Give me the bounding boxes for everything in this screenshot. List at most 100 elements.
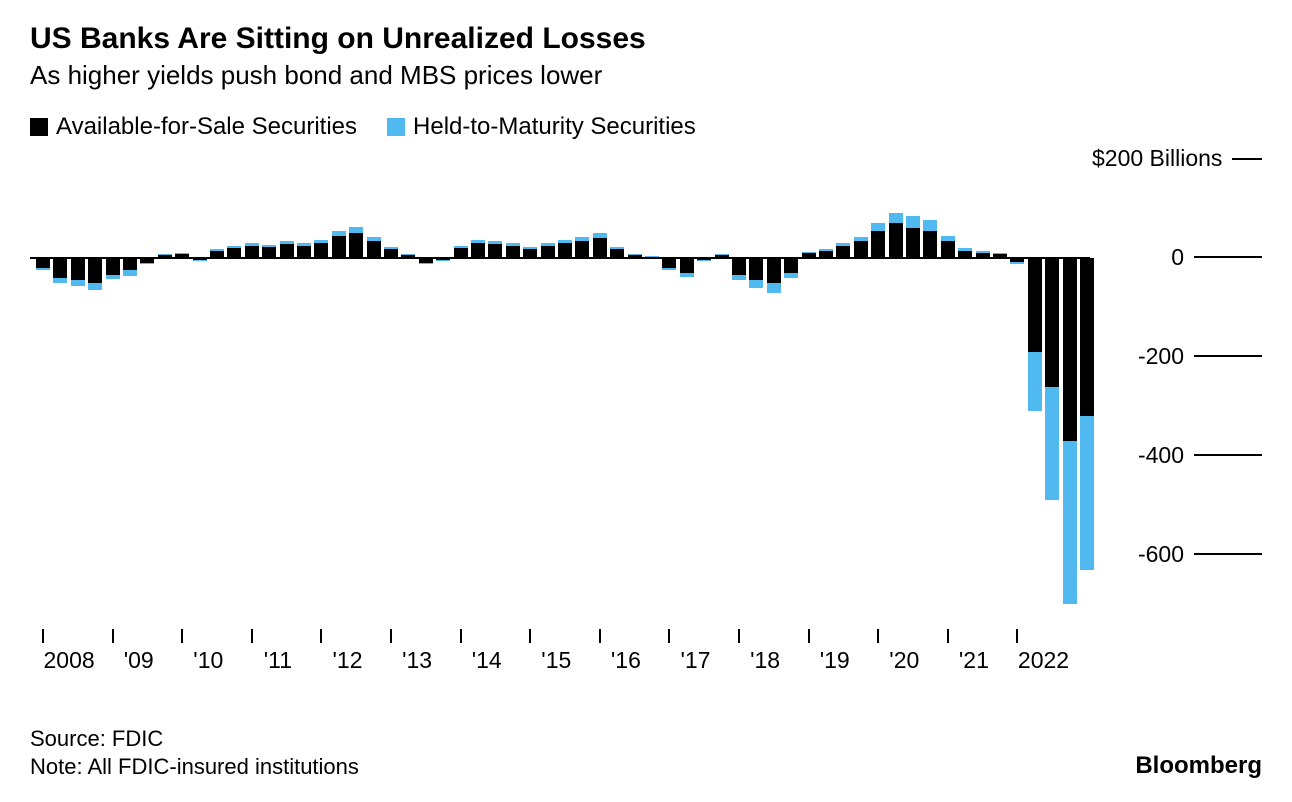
chart-subtitle: As higher yields push bond and MBS price… [30, 60, 1262, 91]
bar-segment-afs [523, 249, 537, 258]
bar-segment-htm [680, 273, 694, 277]
bar-segment-htm [697, 260, 711, 261]
bar-segment-afs [784, 258, 798, 273]
bar-segment-htm [53, 278, 67, 283]
bar-segment-afs [541, 246, 555, 258]
bar-segment-afs [401, 255, 415, 257]
bar [88, 159, 102, 629]
bar-segment-htm [523, 247, 537, 249]
x-axis-label: '10 [193, 647, 223, 674]
bar-segment-afs [227, 248, 241, 258]
y-tick-line [1232, 158, 1262, 160]
bar [280, 159, 294, 629]
bar-segment-htm [941, 236, 955, 241]
bar [941, 159, 955, 629]
bar-segment-htm [314, 240, 328, 243]
bar-segment-afs [715, 255, 729, 257]
bar [210, 159, 224, 629]
bar [193, 159, 207, 629]
legend: Available-for-Sale Securities Held-to-Ma… [30, 113, 1262, 141]
bar [140, 159, 154, 629]
note-text: Note: All FDIC-insured institutions [30, 753, 359, 782]
bar-segment-afs [53, 258, 67, 278]
bar-segment-htm [332, 231, 346, 236]
x-axis-label: 2022 [1018, 647, 1069, 674]
bar-segment-htm [662, 268, 676, 270]
y-tick-label: $200 Billions [1092, 145, 1222, 172]
x-tick-mark [529, 629, 531, 643]
chart-footer: Source: FDIC Note: All FDIC-insured inst… [30, 725, 359, 782]
bar [767, 159, 781, 629]
chart-area: $200 Billions0-200-400-600 2008'09'10'11… [30, 159, 1262, 679]
bar-segment-afs [1045, 258, 1059, 387]
y-tick-label: -400 [1138, 442, 1184, 469]
bar-segment-htm [784, 273, 798, 278]
x-axis-label: '13 [402, 647, 432, 674]
bar-segment-afs [210, 251, 224, 258]
bar-segment-afs [993, 254, 1007, 258]
bar-segment-afs [106, 258, 120, 275]
source-text: Source: FDIC [30, 725, 359, 754]
bar [106, 159, 120, 629]
bar-segment-afs [71, 258, 85, 280]
bar-segment-afs [575, 241, 589, 258]
bar [836, 159, 850, 629]
bar-segment-afs [332, 236, 346, 258]
x-tick-mark [599, 629, 601, 643]
bar [436, 159, 450, 629]
bar [262, 159, 276, 629]
x-axis-label: '14 [472, 647, 502, 674]
bar [575, 159, 589, 629]
bar-segment-htm [71, 280, 85, 286]
legend-label-afs: Available-for-Sale Securities [56, 113, 357, 141]
bar-segment-htm [245, 243, 259, 246]
bar-segment-afs [454, 248, 468, 258]
bar-segment-htm [158, 254, 172, 255]
bar [53, 159, 67, 629]
bar [227, 159, 241, 629]
bar [732, 159, 746, 629]
bar [1045, 159, 1059, 629]
bar [854, 159, 868, 629]
bar-segment-htm [471, 240, 485, 243]
bar-segment-afs [88, 258, 102, 283]
legend-label-htm: Held-to-Maturity Securities [413, 113, 696, 141]
bar-segment-afs [680, 258, 694, 273]
bar [401, 159, 415, 629]
bar-segment-htm [993, 253, 1007, 254]
bar-segment-htm [419, 263, 433, 264]
bar [523, 159, 537, 629]
bar-segment-htm [819, 249, 833, 251]
bar-segment-htm [749, 280, 763, 287]
bar-segment-htm [715, 254, 729, 255]
bar-segment-afs [645, 256, 659, 257]
x-axis-label: '20 [889, 647, 919, 674]
x-tick-mark [877, 629, 879, 643]
bar-segment-htm [401, 254, 415, 255]
bar-segment-htm [889, 213, 903, 223]
bar-segment-afs [488, 244, 502, 258]
x-tick-mark [808, 629, 810, 643]
x-axis-label: '09 [124, 647, 154, 674]
bar [871, 159, 885, 629]
bar-segment-afs [662, 258, 676, 268]
x-tick-mark [112, 629, 114, 643]
bar-segment-afs [593, 238, 607, 258]
x-tick-mark [390, 629, 392, 643]
y-tick-line [1194, 454, 1262, 456]
bar-segment-afs [123, 258, 137, 270]
x-axis: 2008'09'10'11'12'13'14'15'16'17'18'19'20… [30, 629, 1090, 679]
bar-segment-htm [802, 252, 816, 253]
x-axis-label: '15 [541, 647, 571, 674]
bar [906, 159, 920, 629]
x-axis-label: '11 [264, 647, 292, 674]
bar-segment-afs [245, 246, 259, 258]
bar [976, 159, 990, 629]
y-tick: -400 [1092, 442, 1262, 469]
y-tick-label: 0 [1171, 244, 1184, 271]
bar-segment-afs [175, 254, 189, 258]
bar-segment-afs [1028, 258, 1042, 352]
x-axis-label: '16 [611, 647, 641, 674]
bar-segment-htm [958, 248, 972, 250]
bar-segment-afs [349, 233, 363, 258]
